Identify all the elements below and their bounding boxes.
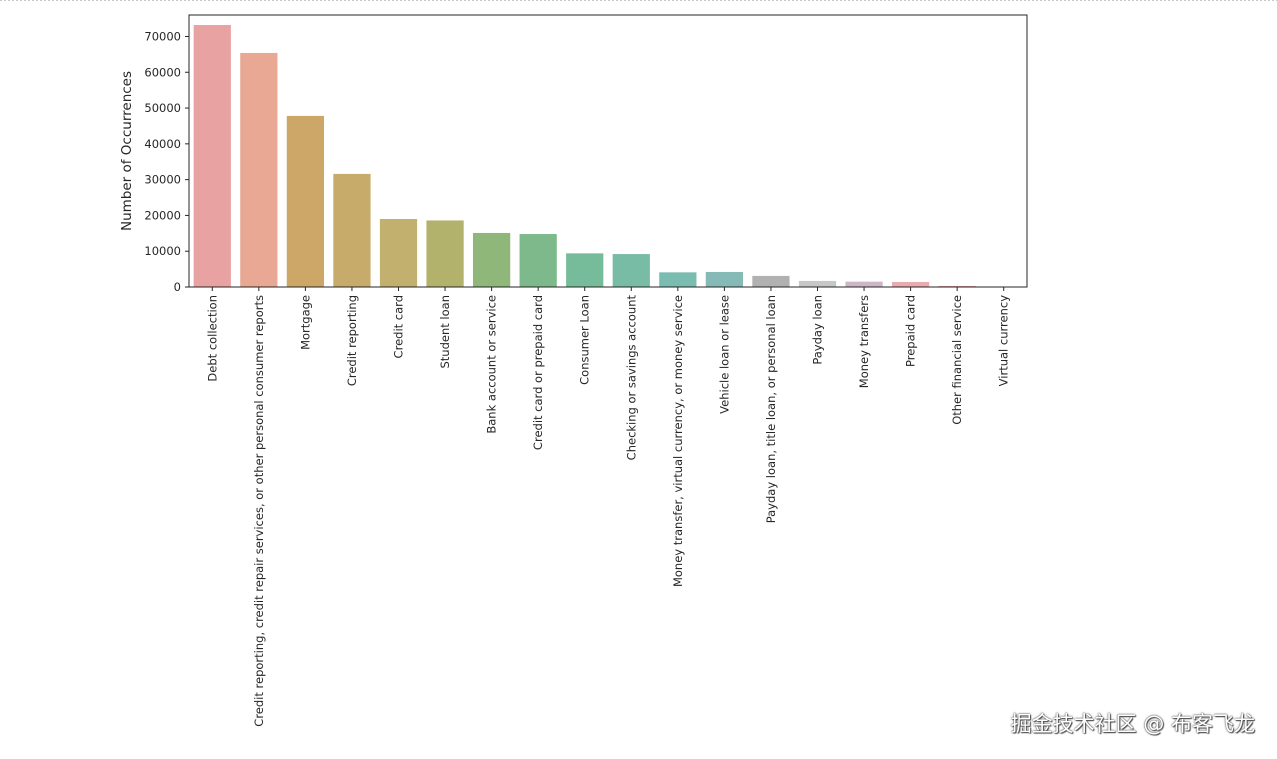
x-tick-label: Credit reporting, credit repair services… (252, 295, 266, 727)
bars-group (193, 25, 1023, 287)
bar-9 (612, 254, 650, 287)
y-axis-ticks: 0 10000 20000 30000 40000 50000 60000 70000 (144, 29, 189, 294)
x-tick-label: Money transfers (857, 295, 871, 388)
y-tick-label: 70000 (144, 29, 181, 43)
x-tick-label: Credit card (392, 295, 406, 358)
y-axis-label: Number of Occurrences (119, 71, 135, 231)
plot-frame (188, 14, 1028, 288)
y-tick-label: 60000 (144, 65, 181, 79)
bar-14 (845, 281, 883, 287)
bar-5 (426, 220, 464, 287)
bar-10 (659, 272, 697, 287)
x-tick-label: Payday loan (811, 295, 825, 365)
bar-7 (519, 234, 557, 287)
x-tick-label: Mortgage (298, 295, 312, 350)
bar-6 (472, 232, 511, 287)
y-tick-label: 20000 (144, 208, 181, 222)
x-tick-label: Money transfer, virtual currency, or mon… (671, 295, 685, 587)
y-tick-label: 0 (174, 280, 181, 294)
bar-2 (286, 115, 325, 287)
x-tick-label: Consumer Loan (578, 295, 592, 385)
y-tick-label: 30000 (144, 173, 181, 187)
top-border (0, 0, 1277, 2)
x-tick-label: Vehicle loan or lease (717, 295, 731, 414)
bar-13 (798, 280, 837, 287)
y-tick-label: 50000 (144, 101, 181, 115)
bar-15 (891, 281, 930, 287)
x-tick-label: Other financial service (950, 295, 964, 425)
bar-1 (240, 52, 278, 287)
bar-12 (752, 275, 790, 287)
x-tick-label: Checking or savings account (624, 295, 638, 461)
bar-3 (333, 173, 371, 287)
x-tick-label: Virtual currency (997, 295, 1011, 387)
bar-0 (193, 25, 231, 287)
x-tick-label: Student loan (438, 295, 452, 369)
x-tick-label: Credit card or prepaid card (531, 295, 545, 450)
y-tick-label: 10000 (144, 244, 181, 258)
x-tick-label: Payday loan, title loan, or personal loa… (764, 295, 778, 523)
watermark: 掘金技术社区 @ 布客飞龙 (1010, 712, 1255, 736)
x-axis-ticks: Debt collection Credit reporting, credit … (205, 287, 1011, 727)
x-tick-label: Prepaid card (904, 295, 918, 367)
x-tick-label: Debt collection (205, 295, 219, 382)
x-tick-label: Bank account or service (485, 295, 499, 434)
bar-4 (379, 219, 418, 287)
bar-8 (566, 253, 604, 287)
x-tick-label: Credit reporting (345, 295, 359, 386)
bar-11 (705, 271, 744, 287)
y-tick-label: 40000 (144, 137, 181, 151)
bar-16 (938, 285, 976, 287)
